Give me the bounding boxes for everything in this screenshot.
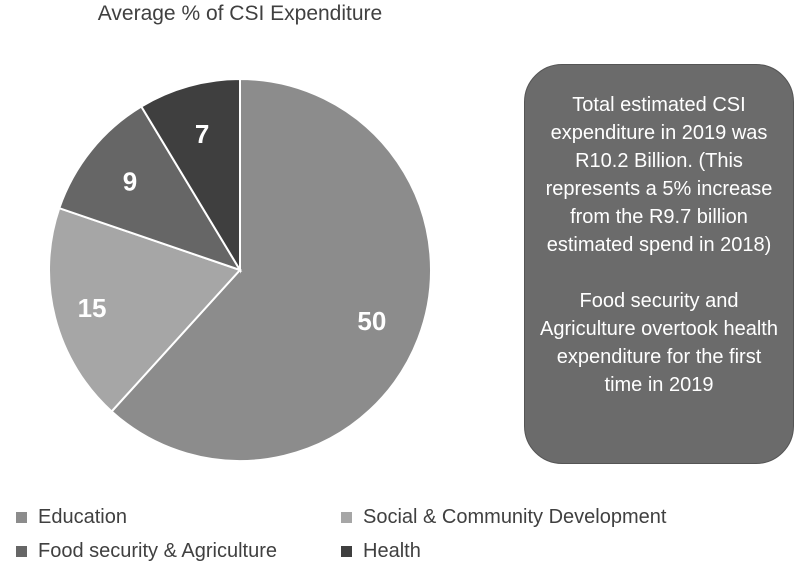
pie-chart: 50 15 9 7 (48, 77, 432, 462)
legend-swatch-education (16, 512, 27, 523)
pie-slice-social-community-development (48, 206, 242, 413)
data-label-education: 50 (357, 306, 386, 336)
legend-swatch-food-security-agriculture (16, 546, 27, 557)
legend-label-health: Health (363, 540, 421, 562)
legend-item-education: Education (16, 506, 127, 529)
info-paragraph-expenditure: Total estimated CSI expenditure in 2019 … (545, 94, 773, 256)
pie-slice-labels: 50 15 9 7 (78, 119, 387, 336)
legend-swatch-social-community-development (341, 512, 352, 523)
chart-title: Average % of CSI Expenditure (97, 2, 383, 25)
legend-label-education: Education (38, 506, 127, 528)
pie-slices (48, 77, 432, 462)
legend-swatch-health (341, 546, 352, 557)
legend-item-social-community-development: Social & Community Development (341, 506, 666, 529)
info-callout-box: Total estimated CSI expenditure in 2019 … (524, 64, 794, 464)
pie-slice-health (139, 77, 241, 274)
legend-item-health: Health (341, 540, 421, 563)
data-label-food-security-agriculture: 9 (123, 166, 137, 196)
legend-label-social-community-development: Social & Community Development (363, 506, 667, 528)
data-label-social-community-development: 15 (78, 293, 107, 323)
pie-slice-education (110, 77, 432, 462)
info-paragraph-food-security: Food security and Agriculture overtook h… (540, 290, 778, 396)
legend-label-food-security-agriculture: Food security & Agriculture (38, 540, 277, 562)
chart-legend: Education Social & Community Development… (0, 506, 799, 571)
data-label-health: 7 (195, 119, 209, 149)
legend-item-food-security-agriculture: Food security & Agriculture (16, 540, 277, 563)
pie-slice-food-security-agriculture (58, 105, 243, 272)
